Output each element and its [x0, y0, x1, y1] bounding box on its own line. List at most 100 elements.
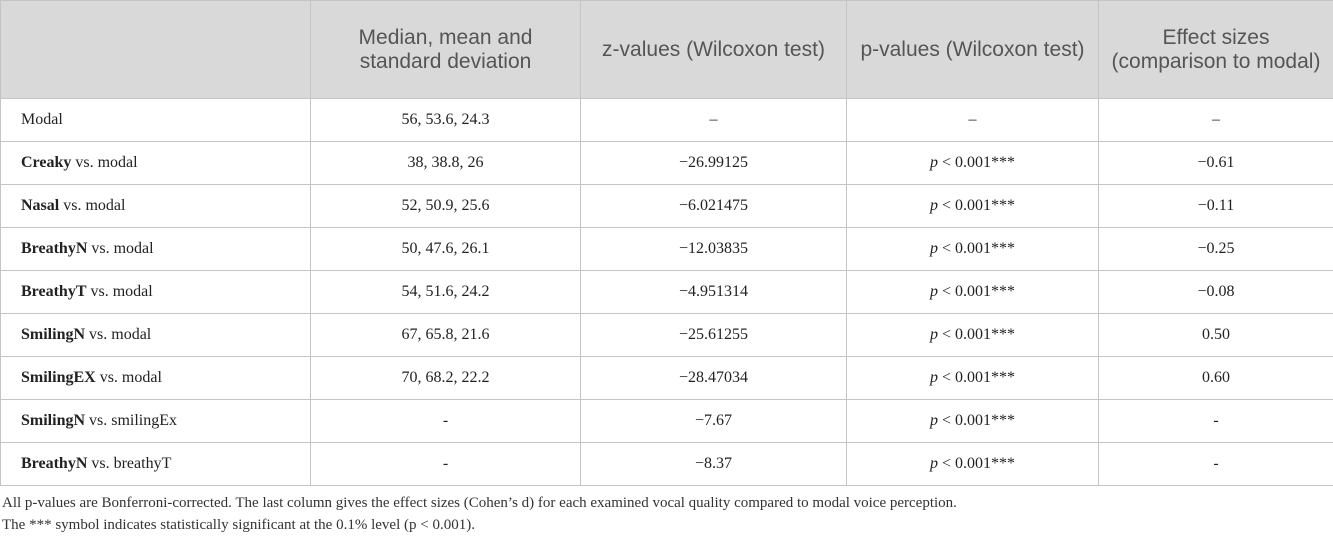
- row-label-text: vs. breathyT: [91, 455, 172, 472]
- header-row: Median, mean and standard deviation z-val…: [0, 0, 1333, 99]
- cell-text: 52, 50.9, 25.6: [401, 197, 490, 214]
- row-label-text: vs. modal: [99, 369, 162, 386]
- table-cell: 50, 47.6, 26.1: [310, 227, 581, 271]
- row-label: SmilingN vs. smilingEx: [0, 399, 311, 443]
- table-body: Modal 56, 53.6, 24.3– – – Creaky vs. modal 38,…: [0, 98, 1333, 486]
- p-symbol: p: [929, 240, 938, 257]
- table-row: BreathyN vs. breathyT - −8.37 p < 0.001*** -: [0, 442, 1333, 486]
- cell-text: -: [1213, 455, 1219, 472]
- table-cell: −12.03835: [580, 227, 847, 271]
- cell-text: < 0.001***: [941, 369, 1016, 386]
- row-label-bold: BreathyN: [21, 455, 88, 472]
- cell-text: −28.47034: [678, 369, 749, 386]
- p-symbol: p: [929, 369, 938, 386]
- table-cell: –: [846, 98, 1099, 142]
- row-label: BreathyN vs. modal: [0, 227, 311, 271]
- table-cell: −6.021475: [580, 184, 847, 228]
- table-row: BreathyN vs. modal 50, 47.6, 26.1 −12.03835…: [0, 227, 1333, 271]
- p-symbol: p: [929, 326, 938, 343]
- cell-text: −6.021475: [678, 197, 749, 214]
- row-label: BreathyN vs. breathyT: [0, 442, 311, 486]
- row-label-bold: BreathyT: [21, 283, 87, 300]
- table-cell: −0.61: [1098, 141, 1333, 185]
- cell-text: 0.50: [1202, 326, 1230, 343]
- table-cell: 0.60: [1098, 356, 1333, 400]
- cell-text: < 0.001***: [941, 283, 1016, 300]
- cell-text: –: [709, 111, 718, 128]
- table-cell: 54, 51.6, 24.2: [310, 270, 581, 314]
- row-label-bold: Nasal: [21, 197, 60, 214]
- table-row: Modal 56, 53.6, 24.3 – – –: [0, 98, 1333, 142]
- row-label-text: vs. modal: [90, 283, 153, 300]
- table-cell: −28.47034: [580, 356, 847, 400]
- cell-text: 0.60: [1202, 369, 1230, 386]
- table-cell: -: [310, 399, 581, 443]
- table-cell: p < 0.001***: [846, 442, 1099, 486]
- row-label-bold: SmilingEX: [21, 369, 96, 386]
- footnotes: All p-values are Bonferroni-corrected. T…: [2, 492, 1333, 536]
- row-label-text: vs. modal: [63, 197, 126, 214]
- header-cell: p-values (Wilcoxon test): [846, 0, 1099, 99]
- table-cell: p < 0.001***: [846, 270, 1099, 314]
- cell-text: −25.61255: [678, 326, 749, 343]
- p-symbol: p: [929, 455, 938, 472]
- results-table: Median, mean and standard deviation z-val…: [0, 0, 1333, 486]
- cell-text: –: [1212, 111, 1220, 128]
- table-cell: −26.99125: [580, 141, 847, 185]
- table-cell: p < 0.001***: [846, 184, 1099, 228]
- cell-text: −0.61: [1197, 154, 1235, 171]
- header-cell: Effect sizes (comparison to modal): [1098, 0, 1333, 99]
- row-label: Nasal vs. modal: [0, 184, 311, 228]
- header-cell: z-values (Wilcoxon test): [580, 0, 847, 99]
- cell-text: −0.08: [1197, 283, 1235, 300]
- row-label-bold: SmilingN: [21, 412, 86, 429]
- header-text: p-values (Wilcoxon test): [860, 37, 1085, 61]
- table-cell: p < 0.001***: [846, 399, 1099, 443]
- cell-text: −0.25: [1197, 240, 1235, 257]
- cell-text: −7.67: [694, 412, 733, 429]
- table-row: Creaky vs. modal 38, 38.8, 26 −26.99125 p < 0…: [0, 141, 1333, 185]
- header-text: z-values (Wilcoxon test): [602, 37, 825, 61]
- table-cell: −25.61255: [580, 313, 847, 357]
- cell-text: < 0.001***: [941, 240, 1016, 257]
- table-cell: p < 0.001***: [846, 141, 1099, 185]
- cell-text: < 0.001***: [941, 412, 1016, 429]
- cell-text: −0.11: [1197, 197, 1235, 214]
- cell-text: –: [968, 111, 977, 128]
- row-label-text: vs. modal: [75, 154, 138, 171]
- table-cell: 38, 38.8, 26: [310, 141, 581, 185]
- table-cell: 67, 65.8, 21.6: [310, 313, 581, 357]
- row-label: SmilingEX vs. modal: [0, 356, 311, 400]
- cell-text: -: [442, 412, 449, 429]
- table-cell: 52, 50.9, 25.6: [310, 184, 581, 228]
- cell-text: 67, 65.8, 21.6: [401, 326, 490, 343]
- table-row: Nasal vs. modal 52, 50.9, 25.6 −6.021475 p < …: [0, 184, 1333, 228]
- table-cell: –: [580, 98, 847, 142]
- footnote: All p-values are Bonferroni-corrected. T…: [2, 495, 957, 511]
- row-label: Creaky vs. modal: [0, 141, 311, 185]
- cell-text: < 0.001***: [941, 326, 1016, 343]
- cell-text: -: [1213, 412, 1219, 429]
- table-row: SmilingEX vs. modal 70, 68.2, 22.2 −28.4703…: [0, 356, 1333, 400]
- cell-text: < 0.001***: [941, 154, 1016, 171]
- cell-text: −12.03835: [678, 240, 749, 257]
- table-cell: -: [310, 442, 581, 486]
- table-cell: −7.67: [580, 399, 847, 443]
- row-label: SmilingN vs. modal: [0, 313, 311, 357]
- row-label-text: Modal: [21, 111, 63, 128]
- row-label-bold: Creaky: [21, 154, 72, 171]
- header-cell: Median, mean and standard deviation: [310, 0, 581, 99]
- table-row: SmilingN vs. smilingEx - −7.67 p < 0.001*** -: [0, 399, 1333, 443]
- cell-text: < 0.001***: [941, 455, 1016, 472]
- table-cell: -: [1098, 399, 1333, 443]
- table-cell: −0.25: [1098, 227, 1333, 271]
- row-label-bold: BreathyN: [21, 240, 88, 257]
- table-cell: 0.50: [1098, 313, 1333, 357]
- header-text: Effect sizes (comparison to modal): [1111, 25, 1321, 73]
- row-label: BreathyT vs. modal: [0, 270, 311, 314]
- cell-text: −8.37: [694, 455, 733, 472]
- footnote: The *** symbol indicates statistically s…: [2, 517, 475, 533]
- table-cell: 56, 53.6, 24.3: [310, 98, 581, 142]
- p-symbol: p: [929, 154, 938, 171]
- p-symbol: p: [929, 197, 938, 214]
